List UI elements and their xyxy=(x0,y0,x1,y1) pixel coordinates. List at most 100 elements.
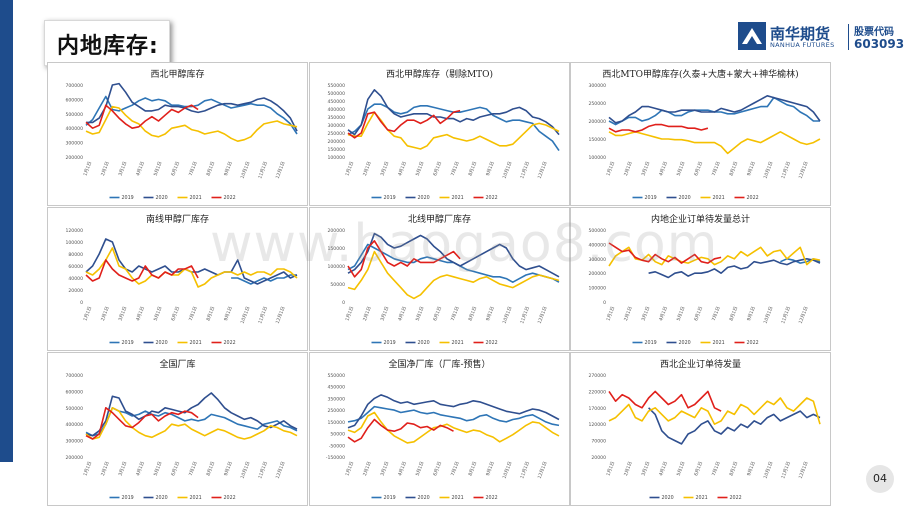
x-tick-label: 7月1日 xyxy=(188,161,199,177)
y-tick-label: -50000 xyxy=(329,443,345,449)
legend-label-2021: 2021 xyxy=(190,495,202,501)
legend-label-2020: 2020 xyxy=(662,495,674,501)
chart-title: 全国厂库 xyxy=(159,360,196,370)
logo-chinese-name: 南华期货 xyxy=(770,25,831,43)
series-line-2020 xyxy=(347,89,560,136)
y-tick-label: 100000 xyxy=(327,155,345,161)
series-line-2021 xyxy=(608,246,821,267)
x-tick-label: 1月1日 xyxy=(344,461,355,477)
y-tick-label: 100000 xyxy=(65,240,83,246)
y-tick-label: 150000 xyxy=(327,246,345,252)
x-tick-label: 5月1日 xyxy=(676,461,687,477)
series-line-2022 xyxy=(85,259,199,282)
stock-code: 603093 xyxy=(854,37,905,51)
x-tick-label: 11月1日 xyxy=(519,306,531,325)
x-tick-label: 7月1日 xyxy=(711,461,722,477)
legend-label-2022: 2022 xyxy=(486,340,498,346)
x-tick-label: 1月1日 xyxy=(605,161,616,177)
x-tick-label: 10月1日 xyxy=(502,306,514,325)
y-tick-label: 250000 xyxy=(327,408,345,414)
y-tick-label: 0 xyxy=(603,300,606,306)
y-tick-label: 500000 xyxy=(588,228,606,234)
nanhua-logo-icon xyxy=(738,22,766,50)
x-tick-label: 11月1日 xyxy=(257,161,269,180)
x-tick-label: 8月1日 xyxy=(467,161,478,177)
x-tick-label: 7月1日 xyxy=(711,161,722,177)
y-tick-label: 120000 xyxy=(65,228,83,234)
legend-label-2022: 2022 xyxy=(486,495,498,501)
series-line-2022 xyxy=(347,109,461,139)
series-line-2021 xyxy=(347,111,560,150)
x-tick-label: 11月1日 xyxy=(780,306,792,325)
chart-panel-7: 全国厂库 700000 600000 500000 400000 300000 20000… xyxy=(47,352,308,506)
x-tick-label: 4月1日 xyxy=(397,306,408,322)
legend-label-2021: 2021 xyxy=(452,195,464,201)
series-line-2020 xyxy=(608,95,821,124)
y-tick-label: 400000 xyxy=(65,422,83,428)
y-tick-label: 300000 xyxy=(65,141,83,147)
legend-label-2022: 2022 xyxy=(730,495,742,501)
series-line-2019 xyxy=(347,405,560,427)
legend-label-2021: 2021 xyxy=(452,495,464,501)
x-tick-label: 7月1日 xyxy=(450,461,461,477)
y-tick-label: 150000 xyxy=(327,420,345,426)
x-tick-label: 3月1日 xyxy=(641,306,652,322)
chart-panel-9: 西北企业订单待发量 270000 220000 170000 120000 70000 2… xyxy=(570,352,831,506)
x-tick-label: 8月1日 xyxy=(205,461,216,477)
section-title: 内地库存: xyxy=(57,34,159,59)
x-tick-label: 9月1日 xyxy=(223,306,234,322)
x-tick-label: 10月1日 xyxy=(240,461,252,480)
legend-label-2019: 2019 xyxy=(122,195,134,201)
series-line-2020 xyxy=(347,394,560,429)
series-line-2022 xyxy=(347,418,454,443)
legend-label-2019: 2019 xyxy=(384,195,396,201)
legend-label-2020: 2020 xyxy=(679,195,691,201)
chart-panel-3: 西北MTO甲醇库存(久泰+大唐+蒙大+神华榆林) 300000 250000 200… xyxy=(570,62,831,206)
y-tick-label: 100000 xyxy=(588,155,606,161)
y-tick-label: 150000 xyxy=(327,147,345,153)
y-tick-label: 350000 xyxy=(327,115,345,121)
x-tick-label: 8月1日 xyxy=(728,461,739,477)
x-tick-label: 1月1日 xyxy=(82,161,93,177)
x-tick-label: 12月1日 xyxy=(275,306,287,325)
y-tick-label: 150000 xyxy=(588,137,606,143)
y-tick-label: 250000 xyxy=(327,131,345,137)
legend-label-2021: 2021 xyxy=(713,340,725,346)
series-line-2022 xyxy=(85,104,199,129)
series-line-2021 xyxy=(85,105,298,142)
x-tick-label: 3月1日 xyxy=(641,461,652,477)
x-tick-label: 4月1日 xyxy=(397,461,408,477)
y-tick-label: 50000 xyxy=(330,282,345,288)
x-tick-label: 11月1日 xyxy=(519,461,531,480)
series-line-2022 xyxy=(608,390,722,412)
x-tick-label: 2月1日 xyxy=(623,461,634,477)
series-line-2020 xyxy=(347,232,560,278)
x-tick-label: 10月1日 xyxy=(240,306,252,325)
x-tick-label: 1月1日 xyxy=(82,461,93,477)
legend-label-2022: 2022 xyxy=(486,195,498,201)
y-tick-label: 0 xyxy=(342,300,345,306)
chart-panel-4: 南线甲醇厂库存 120000 100000 80000 60000 40000 20000… xyxy=(47,207,308,351)
x-tick-label: 8月1日 xyxy=(728,306,739,322)
y-tick-label: 500000 xyxy=(65,112,83,118)
x-tick-label: 11月1日 xyxy=(780,161,792,180)
y-tick-label: 600000 xyxy=(65,97,83,103)
legend-label-2019: 2019 xyxy=(384,340,396,346)
x-tick-label: 2月1日 xyxy=(362,461,373,477)
y-tick-label: -150000 xyxy=(326,455,345,461)
x-tick-label: 12月1日 xyxy=(275,161,287,180)
x-tick-label: 10月1日 xyxy=(502,461,514,480)
chart-title: 内地企业订单待发量总计 xyxy=(650,215,750,225)
y-tick-label: 120000 xyxy=(588,422,606,428)
y-tick-label: 450000 xyxy=(327,99,345,105)
x-tick-label: 9月1日 xyxy=(485,306,496,322)
x-tick-label: 6月1日 xyxy=(432,306,443,322)
x-tick-label: 6月1日 xyxy=(170,161,181,177)
x-tick-label: 3月1日 xyxy=(380,161,391,177)
legend-label-2019: 2019 xyxy=(122,340,134,346)
chart-title: 南线甲醇厂库存 xyxy=(145,215,209,225)
